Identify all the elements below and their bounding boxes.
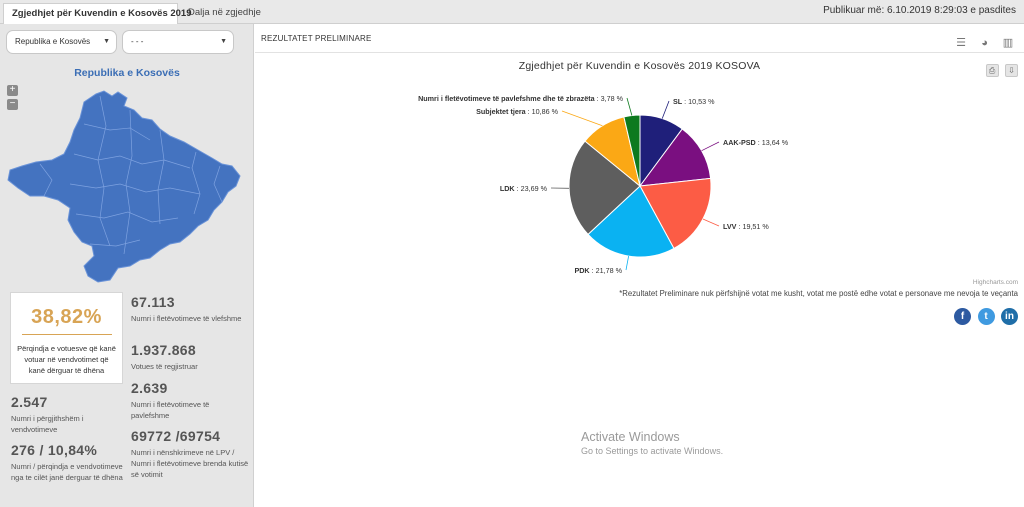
preliminary-note: *Rezultatet Preliminare nuk përfshijnë v… [619,289,1018,298]
stat-label: Numri i nënshkrimeve në LPV / Numri i fl… [131,448,249,479]
stat-number: 2.639 [131,380,168,396]
stat-label: Numri i përgjithshëm i vendvotimeve [11,414,84,434]
municipality-select[interactable]: - - - ▼ [122,30,234,54]
stat-label: Numri / përqindja e vendvotimeve nga te … [11,462,123,482]
municipality-borders [39,95,223,255]
pie-connector [701,141,720,152]
pie-data-label: Subjektet tjera : 10,86 % [476,107,559,116]
pie-connector [702,218,720,227]
zoom-in-button[interactable]: + [7,85,18,96]
region-select[interactable]: Republika e Kosovës ▼ [6,30,117,54]
kosovo-map[interactable] [0,84,254,284]
pie-connector [625,256,629,271]
stat-number: 2.547 [11,394,48,410]
pie-slice-lvv[interactable] [639,177,712,250]
pie-data-label: LVV : 19,51 % [723,222,769,231]
stat-number: 67.113 [131,294,175,310]
pie-data-label: PDK : 21,78 % [574,266,622,275]
stat-valid-ballots: 67.113 Numri i fletëvotimeve të vlefshme [131,294,249,324]
stat-label: Numri i fletëvotimeve të vlefshme [131,314,242,323]
results-pie-chart: SL : 10,53 % AAK-PSD : 13,64 % LVV : 19,51… [418,94,789,275]
turnout-card: 38,82% Përqindja e votuesve që kanë votu… [10,292,123,384]
chart-title: Zgjedhjet për Kuvendin e Kosovës 2019 KO… [518,60,761,72]
stat-label: Votues të regjistruar [131,362,198,371]
kosovo-map-shape[interactable] [7,90,241,283]
tab-elections[interactable]: Zgjedhjet për Kuvendin e Kosovës 2019 [3,3,192,24]
turnout-value: 38,82% [31,306,102,328]
turnout-label: Përqindja e votuesve që kanë votuar në v… [17,344,116,375]
activate-line2: Go to Settings to activate Windows. [581,446,724,456]
chevron-down-icon: ▼ [103,38,110,45]
stat-number: 276 / 10,84% [11,442,98,458]
zoom-out-button[interactable]: − [7,99,18,110]
facebook-icon[interactable]: f [954,308,972,325]
print-icon[interactable]: ⎙ [985,64,999,77]
stat-registered-voters: 1.937.868 Votues të regjistruar [131,342,249,372]
stat-invalid-ballots: 2.639 Numri i fletëvotimeve të pavlefshm… [131,380,249,421]
twitter-icon[interactable]: t [977,308,995,325]
pie-connector [661,100,670,119]
view-switcher: ☰ ◕ ▥ [948,33,1014,51]
pie-connector [561,110,603,127]
stat-number: 69772 /69754 [131,428,221,444]
activate-line1: Activate Windows [581,430,680,444]
turnout-divider [21,334,112,335]
pie-slice-pdk[interactable] [587,185,675,258]
highcharts-credits[interactable]: Highcharts.com [972,279,1018,286]
published-timestamp: Publikuar më: 6.10.2019 8:29:03 e pasdit… [823,5,1016,16]
stat-polling-stations: 2.547 Numri i përgjithshëm i vendvotimev… [11,394,129,435]
pie-data-label: SL : 10,53 % [673,97,715,106]
list-icon[interactable]: ☰ [956,37,967,49]
pie-slice-ldk[interactable] [568,140,641,236]
main-panel: REZULTATET PRELIMINARE ☰ ◕ ▥ Zgjedhjet p… [255,24,1024,507]
results-title: REZULTATET PRELIMINARE [261,34,372,43]
tab-turnout[interactable]: Dalja në zgjedhje [188,7,261,18]
pie-connector [626,97,633,116]
pie-data-label: LDK : 23,69 % [500,184,548,193]
social-share: f t in [952,306,1018,325]
pie-slice-aak-psd[interactable] [638,128,712,187]
stat-label: Numri i fletëvotimeve të pavlefshme [131,400,210,420]
bar-chart-icon[interactable]: ▥ [1002,37,1014,49]
stat-signatures: 69772 /69754 Numri i nënshkrimeve në LPV… [131,428,249,480]
municipality-select-value: - - - [131,37,144,46]
windows-activation-watermark: Activate Windows Go to Settings to activ… [581,430,723,456]
download-icon[interactable]: ⇩ [1005,64,1018,77]
chevron-down-icon: ▼ [220,38,227,45]
stat-stations-reported: 276 / 10,84% Numri / përqindja e vendvot… [11,442,129,483]
stat-number: 1.937.868 [131,342,196,358]
export-buttons: ⎙ ⇩ [984,60,1018,78]
pie-data-label: Numri i fletëvotimeve të pavlefshme dhe … [418,94,624,103]
top-bar: Zgjedhjet për Kuvendin e Kosovës 2019 Da… [0,0,1024,24]
map-title: Republika e Kosovës [74,67,180,79]
pie-icon[interactable]: ◕ [981,37,988,49]
left-panel: Republika e Kosovës ▼ - - - ▼ Republika … [0,24,254,507]
header-divider [255,52,1024,53]
region-select-value: Republika e Kosovës [15,37,91,46]
linkedin-icon[interactable]: in [1001,308,1018,325]
pie-data-label: AAK-PSD : 13,64 % [723,138,789,147]
